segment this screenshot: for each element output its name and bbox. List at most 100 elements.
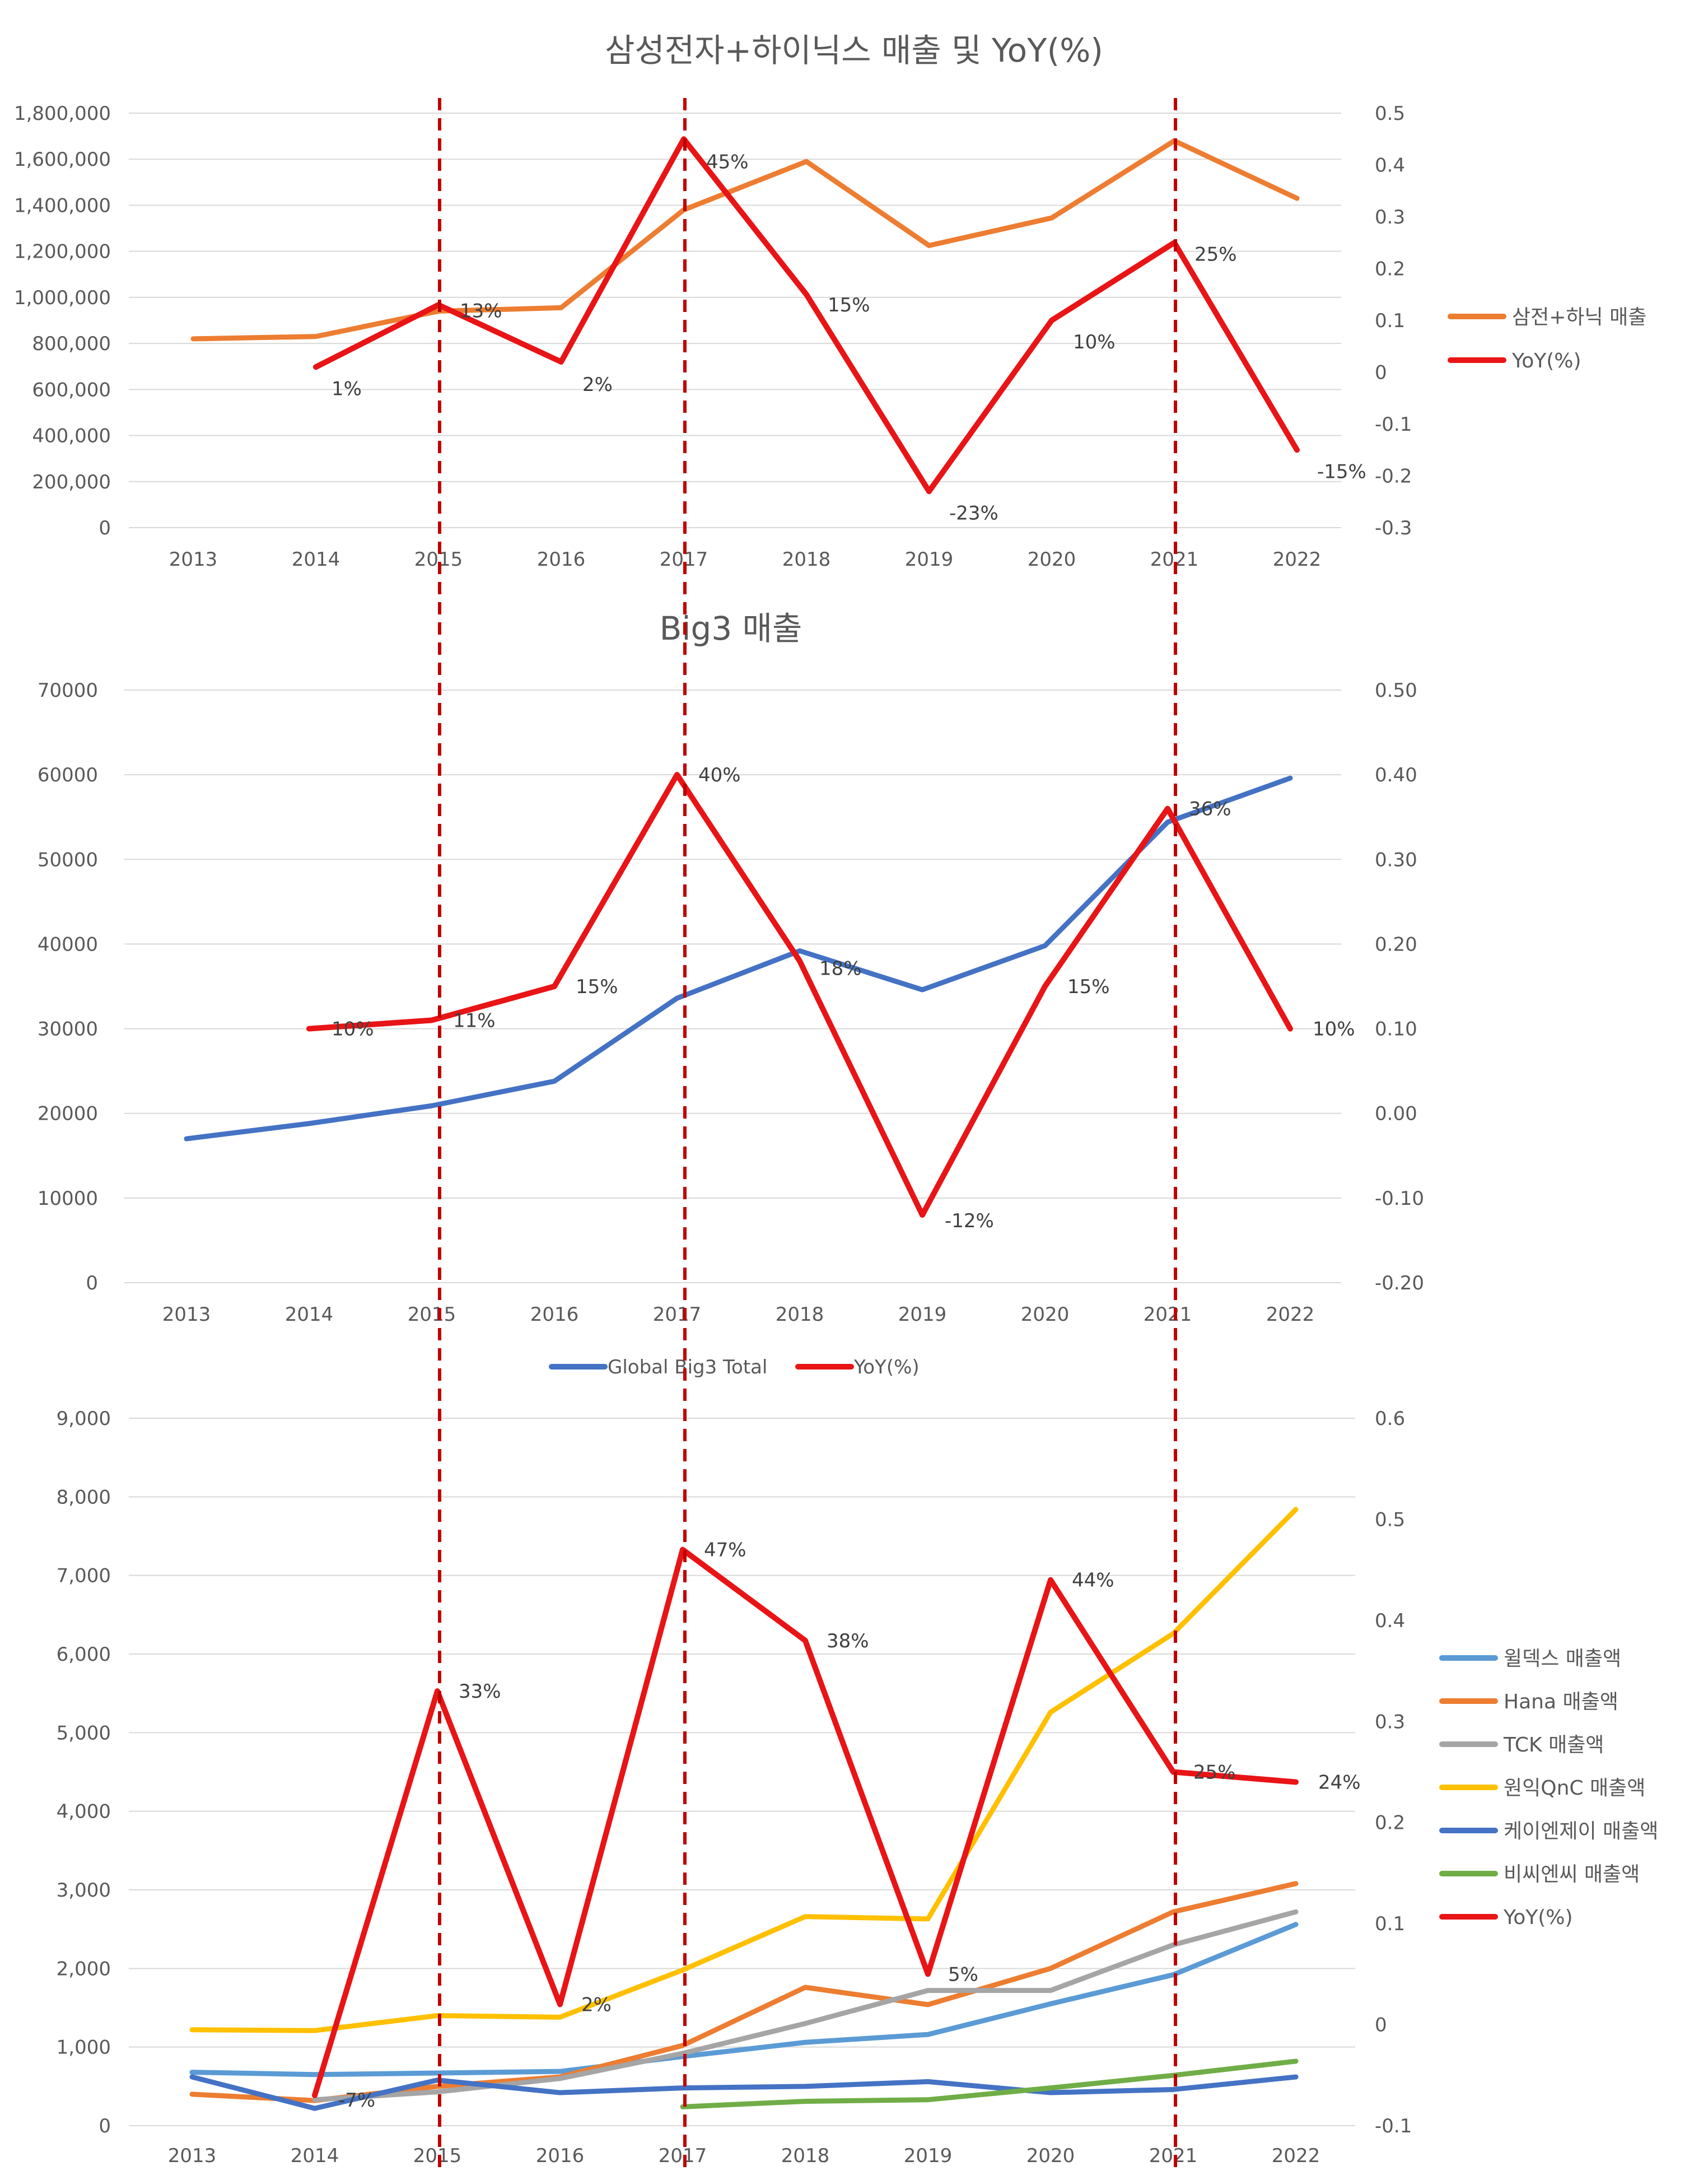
y-tick-left: 1,600,000	[14, 148, 111, 171]
data-label: 33%	[459, 1680, 501, 1703]
y-tick-right: 0.4	[1375, 1610, 1405, 1632]
data-label: 10%	[1073, 331, 1116, 353]
series-line	[184, 775, 1293, 1142]
legend-label: 원익QnC 매출액	[1504, 1777, 1645, 1800]
x-tick: 2020	[1021, 1303, 1070, 1326]
x-tick: 2013	[162, 1303, 211, 1326]
y-tick-left: 7,000	[57, 1565, 111, 1587]
series-line	[313, 136, 1300, 495]
x-tick: 2022	[1272, 2145, 1320, 2167]
x-tick: 2020	[1026, 2145, 1075, 2167]
y-tick-left: 0	[86, 1272, 98, 1294]
legend-label: Hana 매출액	[1504, 1690, 1618, 1713]
y-tick-left: 1,800,000	[14, 103, 111, 125]
x-tick: 2017	[659, 2145, 707, 2167]
y-tick-left: 70000	[38, 679, 98, 702]
data-label: 45%	[706, 151, 749, 173]
y-tick-right: 0.30	[1375, 849, 1417, 871]
y-tick-left: 4,000	[57, 1801, 111, 1823]
y-tick-right: -0.10	[1375, 1187, 1424, 1210]
y-tick-left: 1,200,000	[14, 241, 111, 263]
y-tick-left: 1,000	[57, 2037, 111, 2059]
chart-parts-suppliers: 9,000 8,000 7,000 6,000 5,000 4,000 3,000 2,000…	[57, 1408, 1659, 2167]
y-tick-left: 400,000	[32, 425, 111, 448]
data-label: 10%	[332, 1018, 374, 1041]
x-tick: 2018	[781, 2145, 830, 2167]
x-tick: 2016	[530, 1303, 579, 1326]
data-label: 5%	[948, 1963, 978, 1986]
chart-samsung-hynix: 삼성전자+하이닉스 매출 및 YoY(%) 1,800,000 1,600,000…	[14, 31, 1646, 571]
y-tick-right: 0.2	[1375, 258, 1405, 281]
x-tick: 2019	[898, 1303, 947, 1326]
y-tick-right: 0.3	[1375, 206, 1405, 229]
data-label: -7%	[338, 2089, 375, 2112]
y-tick-right: 0.10	[1375, 1018, 1417, 1041]
legend-label: YoY(%)	[1503, 1906, 1573, 1929]
y-tick-right: 0.6	[1375, 1408, 1405, 1430]
data-label: 38%	[827, 1630, 869, 1652]
y-tick-right: 0.20	[1375, 933, 1417, 956]
legend-label: 삼전+하닉 매출	[1512, 306, 1646, 329]
legend-label: 비씨엔씨 매출액	[1504, 1863, 1640, 1886]
y-tick-right: 0.4	[1375, 155, 1405, 177]
series-line	[189, 1881, 1299, 2103]
y-tick-left: 1,000,000	[14, 287, 111, 309]
x-tick: 2016	[536, 2145, 585, 2167]
x-tick: 2017	[653, 1303, 702, 1326]
x-tick: 2016	[537, 548, 586, 571]
chart-title: 삼성전자+하이닉스 매출 및 YoY(%)	[605, 31, 1103, 69]
y-tick-right: 0.3	[1375, 1711, 1405, 1733]
y-tick-right: -0.3	[1375, 517, 1412, 539]
x-tick: 2014	[285, 1303, 334, 1326]
data-label: 11%	[453, 1009, 496, 1032]
x-tick: 2018	[782, 548, 831, 571]
data-label: 15%	[1067, 976, 1110, 998]
marked-year-lines	[438, 98, 1177, 2173]
y-tick-right: 0	[1375, 2014, 1387, 2037]
x-tick: 2021	[1149, 2145, 1198, 2167]
x-tick: 2018	[776, 1303, 824, 1326]
x-tick: 2021	[1144, 1303, 1192, 1326]
y-tick-left: 1,400,000	[14, 194, 111, 217]
x-tick: 2014	[291, 2145, 339, 2167]
y-tick-left: 20000	[38, 1103, 98, 1125]
y-tick-left: 2,000	[57, 1958, 111, 1980]
data-label: 10%	[1313, 1018, 1355, 1041]
series-line	[312, 1909, 1299, 2103]
series-line	[189, 1922, 1299, 2077]
y-tick-right: 0.1	[1375, 310, 1405, 332]
data-label: 13%	[460, 300, 502, 322]
data-label: 2%	[581, 1993, 612, 2016]
series-line	[680, 2058, 1299, 2109]
chart-title: Big3 매출	[660, 609, 802, 648]
y-tick-right: 0.5	[1375, 103, 1405, 125]
legend-label: 케이엔제이 매출액	[1504, 1820, 1658, 1843]
x-tick: 2022	[1266, 1303, 1315, 1326]
y-tick-left: 9,000	[57, 1408, 111, 1430]
x-tick: 2020	[1028, 548, 1076, 571]
series-line	[306, 772, 1293, 1218]
chart-big3: Big3 매출 70000 60000 50000 40000 30000 20000 10…	[38, 609, 1424, 1378]
y-tick-right: 0.2	[1375, 1812, 1405, 1834]
y-tick-left: 200,000	[32, 471, 111, 493]
data-label: 47%	[704, 1539, 746, 1562]
series-line	[189, 2074, 1299, 2111]
y-tick-right: 0.40	[1375, 764, 1417, 786]
y-tick-left: 0	[99, 517, 111, 539]
y-tick-right: -0.1	[1375, 413, 1412, 436]
x-tick: 2013	[168, 2145, 217, 2167]
data-label: 25%	[1193, 1762, 1236, 1784]
y-tick-right: -0.2	[1375, 465, 1412, 488]
y-tick-left: 50000	[38, 849, 98, 871]
y-tick-left: 5,000	[57, 1722, 111, 1744]
x-tick: 2022	[1273, 548, 1322, 571]
legend-label: YoY(%)	[1511, 350, 1581, 372]
y-tick-left: 30000	[38, 1018, 98, 1041]
data-label: 25%	[1194, 243, 1237, 265]
data-label: 1%	[332, 378, 362, 400]
y-tick-right: -0.20	[1375, 1272, 1424, 1294]
x-tick: 2014	[292, 548, 340, 571]
data-label: 44%	[1072, 1569, 1114, 1592]
y-tick-left: 60000	[38, 764, 98, 786]
y-tick-left: 6,000	[57, 1643, 111, 1666]
